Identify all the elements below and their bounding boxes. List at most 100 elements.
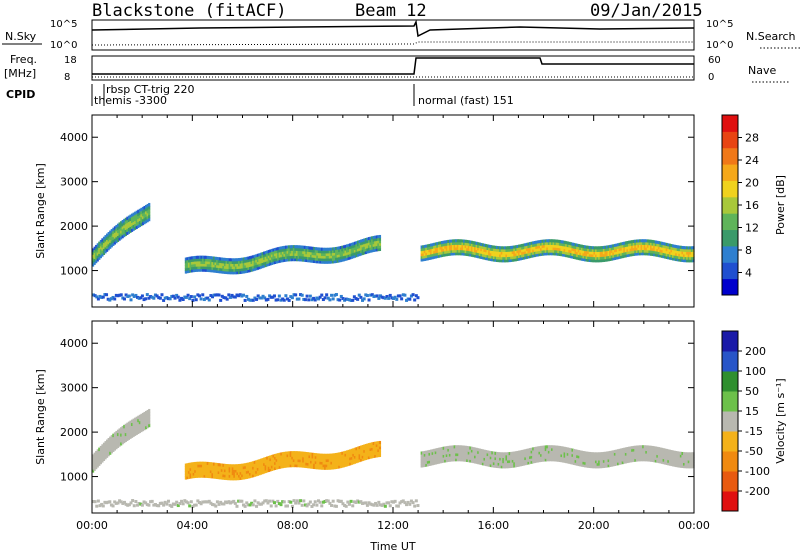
data-cell (222, 474, 225, 478)
data-cell (350, 461, 353, 465)
data-cell (555, 455, 558, 460)
data-cell (601, 452, 604, 456)
data-cell (256, 264, 259, 268)
data-cell (252, 469, 255, 473)
data-cell (637, 458, 640, 462)
data-cell (335, 249, 338, 253)
data-cell (305, 251, 308, 255)
data-cell (223, 265, 227, 269)
data-cell (222, 502, 226, 506)
data-cell (375, 243, 378, 247)
data-cell (609, 463, 612, 467)
data-cell (336, 463, 339, 467)
data-cell (400, 500, 404, 504)
data-cell (212, 467, 216, 471)
data-cell (112, 433, 115, 438)
data-cell (99, 242, 102, 247)
data-cell (434, 242, 437, 246)
data-cell (481, 451, 485, 455)
data-cell (297, 245, 300, 249)
data-cell (127, 424, 131, 429)
data-cell (651, 239, 654, 244)
data-cell (253, 259, 256, 264)
data-cell (516, 453, 519, 457)
data-cell (554, 244, 557, 248)
data-cell (618, 242, 621, 246)
data-cell (178, 502, 182, 506)
data-cell (433, 448, 436, 452)
data-cell (130, 228, 134, 232)
data-cell (93, 458, 96, 463)
data-cell (216, 262, 219, 266)
data-cell (441, 253, 444, 258)
data-cell (590, 462, 593, 466)
data-cell (508, 454, 511, 458)
data-cell (202, 268, 205, 272)
data-cell (194, 298, 198, 302)
data-cell (632, 242, 635, 246)
data-cell (138, 223, 141, 228)
data-cell (245, 267, 249, 271)
data-cell (522, 246, 525, 250)
data-cell (266, 459, 269, 463)
data-cell (629, 240, 632, 244)
data-cell (606, 456, 609, 460)
data-cell (466, 247, 469, 251)
data-cell (681, 454, 684, 458)
data-cell (310, 452, 313, 456)
data-cell (513, 454, 516, 458)
data-cell (140, 419, 143, 424)
data-cell (667, 248, 670, 252)
data-cell (112, 230, 115, 235)
data-cell (356, 449, 360, 453)
data-cell (491, 247, 494, 251)
data-cell (574, 245, 577, 249)
data-cell (104, 441, 107, 445)
data-cell (93, 258, 96, 262)
data-cell (514, 250, 518, 254)
data-cell (377, 248, 380, 252)
data-cell (558, 250, 562, 254)
data-cell (104, 238, 107, 242)
data-cell (571, 456, 574, 460)
data-cell (189, 465, 192, 469)
data-cell (646, 458, 650, 462)
data-cell (530, 458, 533, 462)
data-cell (352, 295, 356, 299)
data-cell (328, 247, 331, 251)
data-cell (474, 251, 477, 255)
data-cell (220, 468, 223, 472)
data-cell (333, 249, 336, 253)
data-cell (626, 459, 629, 464)
data-cell (672, 463, 675, 467)
data-cell (505, 248, 508, 252)
data-cell (459, 252, 463, 256)
data-cell (202, 298, 206, 302)
data-cell (480, 245, 483, 249)
data-cell (585, 245, 588, 249)
data-cell (464, 250, 467, 254)
data-cell (146, 424, 149, 429)
data-cell (371, 238, 374, 242)
data-cell (231, 466, 234, 470)
data-cell (256, 294, 260, 298)
data-cell (225, 474, 228, 478)
data-cell (286, 253, 289, 257)
data-cell (192, 263, 195, 267)
data-cell (569, 255, 573, 259)
data-cell (356, 243, 360, 247)
data-cell (591, 248, 595, 252)
data-cell (143, 426, 146, 431)
data-cell (626, 457, 629, 461)
data-cell (651, 448, 654, 452)
data-cell (261, 465, 264, 469)
data-cell (269, 455, 272, 459)
data-cell (618, 448, 621, 452)
data-cell (294, 464, 297, 468)
data-cell (216, 256, 219, 261)
data-cell (288, 461, 291, 465)
data-cell (422, 456, 425, 460)
data-cell (228, 464, 231, 468)
data-cell (551, 450, 554, 454)
